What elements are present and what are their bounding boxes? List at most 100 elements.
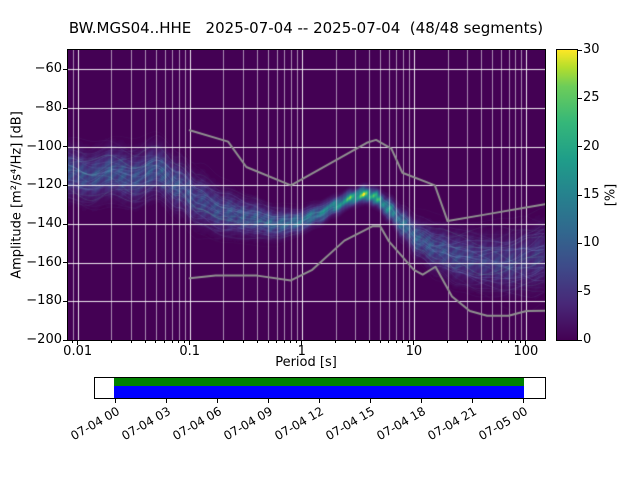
colorbar-tick-label: 25 (583, 90, 600, 106)
x-minor-tick-mark (72, 341, 74, 343)
colorbar-gradient (557, 50, 577, 340)
x-minor-tick-mark (447, 341, 449, 343)
colorbar-tick-label: 0 (583, 332, 592, 347)
plot-area (67, 49, 546, 341)
y-tick-mark (63, 262, 67, 264)
time-tick-label: 07-04 15 (323, 404, 377, 444)
time-tick-label: 07-04 21 (425, 404, 479, 444)
x-minor-tick-mark (155, 341, 157, 343)
y-tick-mark (63, 300, 67, 302)
time-tick-mark (420, 399, 422, 403)
x-tick-mark (77, 341, 79, 345)
x-tick-mark (525, 341, 527, 345)
x-minor-tick-mark (242, 341, 244, 343)
time-tick-label: 07-04 03 (119, 404, 173, 444)
x-minor-tick-mark (164, 341, 166, 343)
colorbar-tick-label: 15 (583, 187, 600, 202)
time-tick-label: 07-04 00 (68, 404, 122, 444)
x-minor-tick-mark (144, 341, 146, 343)
y-tick-mark (63, 68, 67, 70)
ppsd-heatmap-canvas (68, 50, 545, 340)
y-axis-label: Amplitude [m²/s⁴/Hz] [dB] (9, 111, 25, 279)
colorbar-tick-mark (578, 339, 582, 341)
x-tick-label: 100 (513, 344, 539, 359)
x-axis-label: Period [s] (275, 355, 337, 370)
time-tick-mark (114, 399, 116, 403)
y-tick-label: −140 (26, 216, 62, 231)
colorbar-tick-mark (578, 97, 582, 99)
x-minor-tick-mark (402, 341, 404, 343)
time-tick-label: 07-04 06 (170, 404, 224, 444)
time-tick-label: 07-04 09 (221, 404, 275, 444)
x-minor-tick-mark (514, 341, 516, 343)
x-tick-label: 10 (405, 344, 423, 359)
x-minor-tick-mark (508, 341, 510, 343)
x-tick-mark (413, 341, 415, 345)
y-tick-label: −160 (26, 254, 62, 270)
colorbar-tick-label: 20 (583, 138, 600, 154)
x-tick-mark (301, 341, 303, 345)
y-tick-label: −80 (34, 100, 62, 115)
x-minor-tick-mark (379, 341, 381, 343)
time-tick-label: 07-04 12 (272, 404, 326, 444)
chart-title: BW.MGS04..HHE 2025-07-04 -- 2025-07-04 (… (68, 19, 544, 37)
x-minor-tick-mark (480, 341, 482, 343)
x-tick-mark (189, 341, 191, 345)
x-minor-tick-mark (520, 341, 522, 343)
x-minor-tick-mark (178, 341, 180, 343)
x-tick-label: 0.01 (63, 344, 93, 359)
time-tick-label: 07-05 00 (476, 404, 530, 444)
y-tick-mark (63, 339, 67, 341)
x-minor-tick-mark (184, 341, 186, 343)
x-minor-tick-mark (368, 341, 370, 343)
y-tick-mark (63, 184, 67, 186)
timeline-bar (94, 377, 546, 399)
colorbar-label: [%] (603, 183, 619, 207)
x-minor-tick-mark (171, 341, 173, 343)
x-minor-tick-mark (335, 341, 337, 343)
time-tick-mark (165, 399, 167, 403)
y-tick-label: −60 (34, 61, 62, 77)
x-minor-tick-mark (256, 341, 258, 343)
time-tick-mark (267, 399, 269, 403)
y-tick-label: −180 (26, 293, 62, 309)
x-minor-tick-mark (276, 341, 278, 343)
x-minor-tick-mark (110, 341, 112, 343)
x-minor-tick-mark (296, 341, 298, 343)
colorbar-tick-mark (578, 291, 582, 293)
colorbar-tick-label: 5 (583, 283, 592, 299)
time-tick-label: 07-04 18 (374, 404, 428, 444)
time-tick-mark (369, 399, 371, 403)
x-minor-tick-mark (222, 341, 224, 343)
x-minor-tick-mark (354, 341, 356, 343)
colorbar-tick-mark (578, 146, 582, 148)
x-minor-tick-mark (388, 341, 390, 343)
y-tick-label: −120 (26, 177, 62, 193)
timeline-coverage (114, 378, 524, 398)
time-tick-mark (216, 399, 218, 403)
timeline-coverage-green (114, 378, 524, 386)
colorbar-tick-label: 10 (583, 235, 600, 251)
time-tick-mark (522, 399, 524, 403)
x-minor-tick-mark (500, 341, 502, 343)
x-minor-tick-mark (466, 341, 468, 343)
y-tick-label: −200 (26, 332, 62, 347)
x-minor-tick-mark (283, 341, 285, 343)
x-tick-label: 0.1 (179, 344, 201, 359)
x-minor-tick-mark (290, 341, 292, 343)
colorbar (556, 49, 578, 341)
colorbar-tick-mark (578, 242, 582, 244)
x-minor-tick-mark (267, 341, 269, 343)
x-minor-tick-mark (408, 341, 410, 343)
colorbar-tick-mark (578, 194, 582, 196)
x-minor-tick-mark (395, 341, 397, 343)
time-tick-mark (318, 399, 320, 403)
y-tick-mark (63, 146, 67, 148)
y-tick-label: −100 (26, 138, 62, 154)
x-minor-tick-mark (491, 341, 493, 343)
x-tick-label: 1 (297, 344, 306, 359)
time-tick-mark (471, 399, 473, 403)
timeline-coverage-blue (114, 386, 524, 398)
y-tick-mark (63, 223, 67, 225)
